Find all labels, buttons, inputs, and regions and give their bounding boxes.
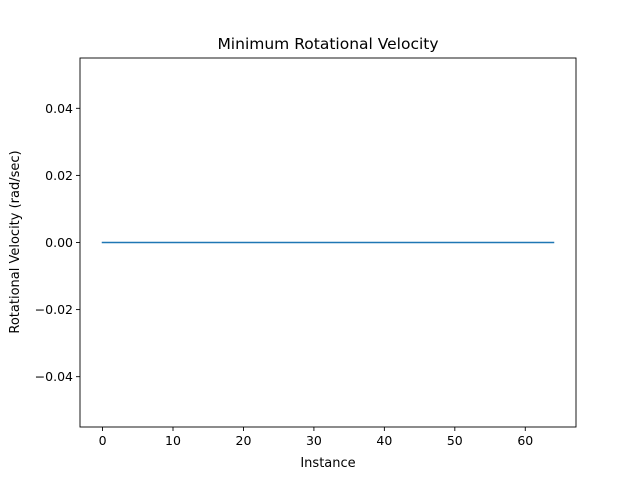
x-tick-label: 10 [165, 433, 181, 448]
x-tick-label: 50 [447, 433, 463, 448]
y-tick-label: 0.02 [45, 168, 73, 183]
plot-layer: 0 10 20 30 40 50 60 −0.04 −0.02 0.00 0.02 0.04 [35, 57, 577, 448]
y-tick-label: −0.04 [35, 369, 73, 384]
x-tick-label: 20 [236, 433, 252, 448]
x-tick-label: 0 [99, 433, 107, 448]
y-axis-label: Rotational Velocity (rad/sec) [8, 150, 23, 333]
chart-title: Minimum Rotational Velocity [217, 35, 438, 53]
y-tick-label: 0.04 [45, 101, 73, 116]
x-tick-label: 60 [517, 433, 533, 448]
x-tick-label: 30 [306, 433, 322, 448]
x-axis-label: Instance [300, 456, 355, 471]
y-tick-label: −0.02 [35, 302, 73, 317]
y-tick-label: 0.00 [45, 235, 73, 250]
x-tick-label: 40 [376, 433, 392, 448]
